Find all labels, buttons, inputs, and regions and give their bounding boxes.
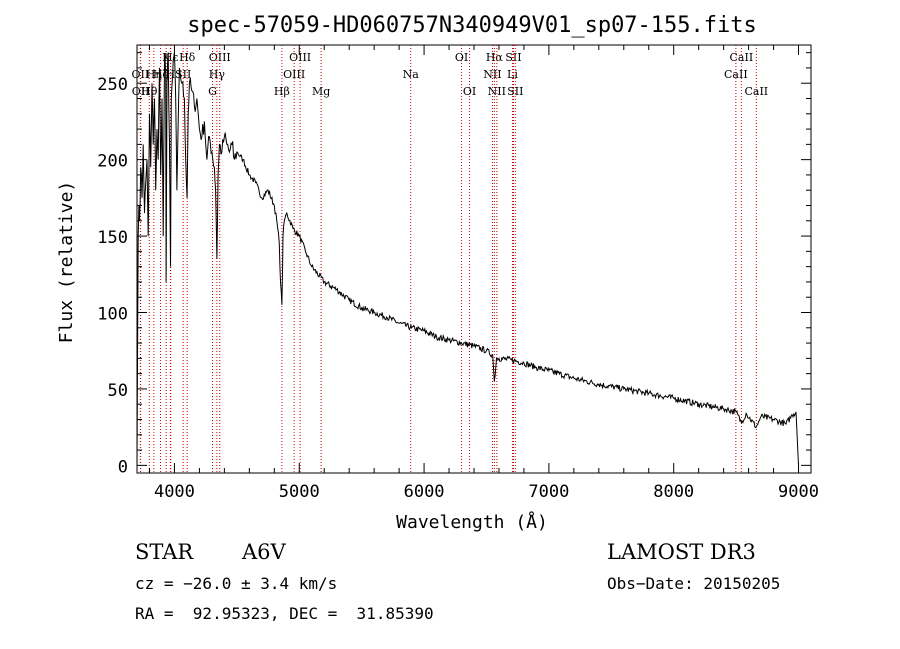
spectral-line-label: OII (132, 85, 150, 98)
spectral-line-label: Hβ (274, 85, 290, 98)
y-tick-label: 200 (97, 152, 128, 172)
y-tick-label: 50 (108, 381, 128, 401)
spectral-line-label: Mg (312, 85, 330, 98)
spectral-line-label: Hη (146, 68, 162, 81)
coordinates: RA = 92.95323, DEC = 31.85390 (135, 604, 434, 623)
x-tick-label: 7000 (528, 482, 569, 502)
redshift-cz: cz = −26.0 ± 3.4 km/s (135, 574, 338, 593)
y-tick-label: 250 (97, 75, 128, 95)
spectral-line-label: OI (455, 51, 468, 64)
spectral-line-label: OIII (289, 51, 311, 64)
spectral-line-label: H (166, 68, 176, 81)
y-tick-label: 0 (118, 457, 128, 477)
chart-title: spec-57059-HD060757N340949V01_sp07-155.f… (187, 13, 757, 38)
x-tick-label: 5000 (279, 482, 320, 502)
spectral-line-label: CaII (730, 51, 754, 64)
spectral-line-label: SII (507, 85, 523, 98)
axis-ticks: 4000 5000 6000 7000 8000 9000 0 50 100 150 200 250 (97, 45, 819, 502)
survey-name: LAMOST DR3 (607, 540, 756, 564)
x-tick-label: 6000 (404, 482, 445, 502)
spectral-line-label: K (162, 51, 171, 64)
spectral-line-label: OIII (209, 51, 231, 64)
spectral-line-label: NII (488, 85, 506, 98)
spectral-line-label: Na (403, 68, 420, 81)
spectral-line-label: SII (505, 51, 521, 64)
y-axis-label: Flux (relative) (56, 181, 77, 344)
flux-series-line (136, 52, 799, 466)
spectral-line-label: CaII (724, 68, 748, 81)
x-tick-label: 8000 (653, 482, 694, 502)
y-tick-label: 100 (97, 305, 128, 325)
spectral-line-label: SII (175, 68, 191, 81)
spectral-line-label: OII (132, 68, 150, 81)
spectral-subclass: A6V (242, 540, 286, 564)
spectral-line-label: Hδ (179, 51, 196, 64)
plot-frame (136, 44, 812, 474)
x-tick-label: 9000 (778, 482, 819, 502)
spectral-line-label: NII (483, 68, 501, 81)
spectral-line-label: Hγ (209, 68, 226, 81)
spectral-line-label: CaII (744, 85, 768, 98)
x-axis-label: Wavelength (Å) (396, 511, 548, 533)
spectral-line-label: OIII (283, 68, 305, 81)
y-tick-label: 150 (97, 228, 128, 248)
object-type: STAR (135, 540, 194, 564)
spectral-line-label: G (208, 85, 217, 98)
spectral-line-label: OI (463, 85, 476, 98)
x-tick-label: 4000 (154, 482, 195, 502)
observation-date: Obs−Date: 20150205 (607, 574, 781, 593)
spectral-line-label: Hα (486, 51, 504, 64)
spectral-line-label: Li (507, 68, 518, 81)
spectral-line-label: Hθ (141, 85, 158, 98)
